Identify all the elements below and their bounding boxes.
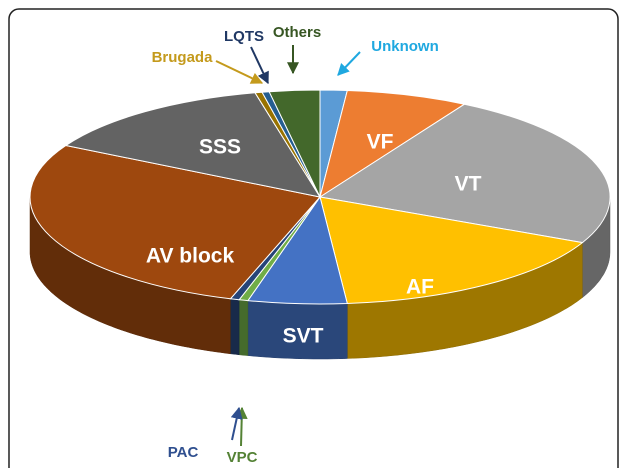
slice	[64, 92, 322, 198]
slice	[319, 196, 584, 305]
leader-arrow	[235, 406, 248, 447]
slice-label: Others	[273, 24, 321, 41]
slice-label: AF	[406, 276, 434, 299]
slice-label: Brugada	[152, 49, 214, 66]
leader-arrow	[230, 406, 243, 441]
slice-label: AV block	[146, 245, 235, 268]
leader-arrow	[250, 46, 269, 85]
slice	[268, 89, 321, 198]
slice-label: LQTS	[224, 28, 264, 45]
slice	[29, 144, 321, 300]
pie-sides	[29, 197, 611, 360]
slice-label: VF	[367, 131, 394, 154]
slice-label: Unknown	[371, 38, 439, 55]
slice-label: VT	[455, 173, 482, 196]
slice-side	[238, 299, 249, 356]
slice-side	[230, 298, 240, 356]
slice	[319, 89, 466, 199]
pie-tops	[29, 89, 611, 305]
slice-label: SSS	[199, 136, 241, 159]
leader-arrow	[215, 60, 264, 84]
slice	[318, 103, 611, 244]
slice-label: PAC	[168, 444, 199, 461]
slice-label: SVT	[283, 325, 324, 348]
pie-labels: Unknown VF VT AF SVT VPC PAC AV block SSS Brugada…	[146, 24, 482, 466]
leader-arrow	[337, 51, 361, 76]
slice-label: VPC	[227, 449, 258, 466]
